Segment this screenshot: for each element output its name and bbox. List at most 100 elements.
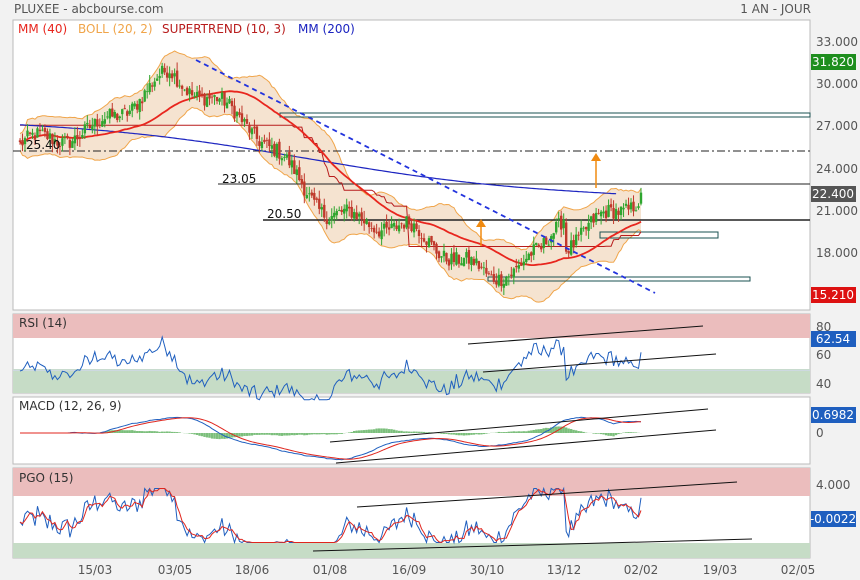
macd-histogram-bar: [502, 432, 506, 433]
macd-histogram-bar: [415, 431, 418, 433]
candle-body: [305, 195, 309, 199]
candle-body: [268, 139, 271, 147]
candle-body: [298, 167, 301, 181]
macd-histogram-bar: [255, 433, 259, 435]
candle-body: [333, 212, 336, 218]
candle-body: [490, 274, 493, 276]
macd-histogram-bar: [108, 430, 111, 433]
candle-body: [230, 100, 234, 107]
macd-histogram-bar: [213, 433, 216, 439]
candle-body: [76, 135, 79, 140]
x-tick: 03/05: [158, 563, 193, 577]
macd-histogram-bar: [412, 431, 416, 433]
candle-body: [619, 206, 623, 216]
candle-body: [442, 250, 446, 257]
macd-histogram-bar: [442, 433, 446, 434]
macd-panel: [12, 396, 811, 465]
candle-body: [330, 215, 333, 221]
candle-body: [143, 90, 146, 102]
macd-histogram-bar: [597, 433, 600, 434]
macd-histogram-bar: [263, 433, 266, 435]
y-tick: 33.000: [816, 35, 858, 49]
x-tick: 13/12: [547, 563, 582, 577]
macd-histogram-bar: [288, 433, 291, 436]
candle-body: [422, 238, 426, 242]
candle-body: [382, 223, 386, 229]
candle-body: [547, 244, 550, 246]
candle-body: [412, 223, 416, 233]
macd-histogram-bar: [632, 432, 635, 433]
pgo-label: PGO (15): [19, 471, 73, 485]
pgo-signal-line: [19, 488, 642, 544]
candle-body: [542, 238, 545, 248]
macd-histogram-bar: [382, 428, 386, 433]
macd-histogram-bar: [542, 428, 545, 433]
candle-body: [520, 263, 523, 266]
candle-body: [639, 192, 643, 204]
macd-histogram-bar: [420, 431, 423, 433]
macd-histogram-bar: [465, 433, 468, 436]
legend-boll: BOLL (20, 2): [78, 22, 153, 36]
candle-body: [507, 276, 511, 278]
candle-body: [36, 128, 39, 138]
candle-body: [355, 212, 358, 219]
level-label-23-05: 23.05: [222, 172, 256, 186]
legend-supertrend: SUPERTREND (10, 3): [162, 22, 286, 36]
macd-histogram-bar: [283, 433, 286, 436]
candle-body: [397, 225, 401, 232]
price-y-axis: 33.000 30.000 27.000 24.000 21.000 18.00…: [816, 35, 858, 260]
candle-body: [223, 92, 226, 106]
rsi-value-badge: [811, 331, 856, 347]
rsi-label: RSI (14): [19, 316, 67, 330]
rsi-lower-trendline: [482, 353, 717, 373]
macd-histogram-bar: [245, 433, 249, 436]
candle-body: [195, 91, 199, 97]
macd-histogram-bar: [190, 433, 194, 434]
last-price-badge-text: 22.400: [812, 187, 854, 201]
candle-body: [255, 126, 259, 139]
pgo-value-badge-text: -0.0022: [810, 512, 856, 526]
top-price-badge-text: 31.820: [812, 55, 854, 69]
candle-body: [350, 206, 353, 218]
candle-body: [63, 137, 67, 139]
candle-body: [462, 257, 466, 266]
macd-histogram-bar: [238, 433, 241, 437]
candle-body: [83, 124, 87, 134]
macd-histogram-bar: [609, 433, 613, 436]
candle-body: [472, 258, 476, 265]
chart-title: PLUXEE - abcbourse.com: [14, 2, 164, 16]
candle-body: [492, 274, 496, 282]
macd-histogram-bar: [564, 427, 568, 433]
candle-body: [352, 211, 356, 219]
candle-body: [31, 132, 34, 135]
macd-histogram-bar: [375, 428, 378, 433]
candle-body: [390, 223, 393, 229]
macd-histogram-bar: [460, 433, 463, 436]
macd-histogram-bar: [106, 431, 109, 433]
candle-body: [178, 85, 181, 87]
rsi-overbought-zone: [13, 314, 810, 338]
macd-histogram-bar: [313, 433, 316, 435]
candle-body: [345, 204, 348, 212]
candle-body: [627, 204, 630, 210]
macd-histogram-bar: [128, 430, 131, 433]
rsi-tick: 40: [816, 377, 831, 391]
macd-histogram-bar: [320, 433, 323, 435]
candle-body: [200, 93, 204, 96]
candle-body: [465, 252, 468, 258]
candle-body: [340, 209, 343, 212]
y-tick: 27.000: [816, 119, 858, 133]
candle-body: [235, 111, 239, 117]
y-tick: 18.000: [816, 246, 858, 260]
candle-body: [38, 129, 42, 132]
candle-body: [68, 139, 72, 148]
candle-body: [375, 231, 378, 233]
candle-body: [81, 135, 84, 138]
candle-body: [180, 85, 184, 89]
candle-body: [273, 143, 276, 156]
candle-body: [113, 112, 116, 118]
x-tick: 16/09: [392, 563, 427, 577]
candle-body: [250, 128, 254, 135]
pgo-lower-trendline: [312, 538, 753, 552]
macd-histogram-bar: [253, 433, 256, 435]
